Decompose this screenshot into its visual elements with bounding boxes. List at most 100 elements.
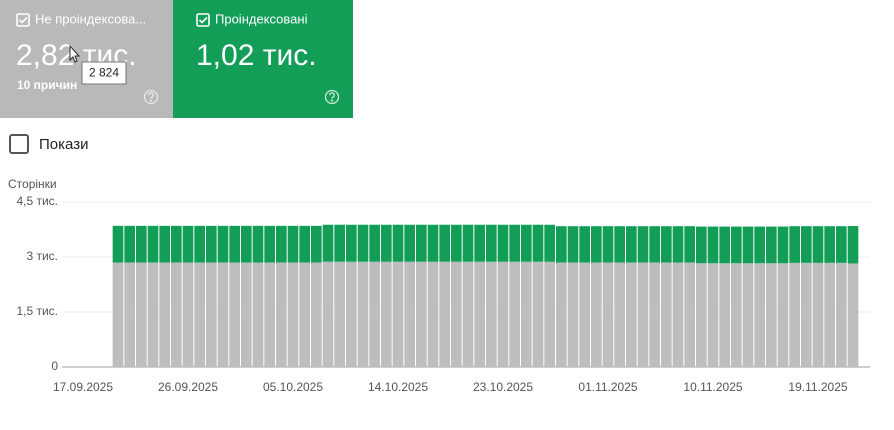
- bar-segment: [602, 262, 614, 367]
- bar-segment: [311, 262, 322, 367]
- bar-segment: [346, 261, 357, 367]
- bar-segment: [322, 261, 334, 367]
- card-sub: 10 причин: [17, 78, 77, 92]
- bar-segment: [579, 226, 590, 263]
- bar-segment: [439, 224, 450, 262]
- bar-segment: [637, 262, 649, 367]
- bar-segment: [614, 226, 625, 263]
- bar-segment: [766, 263, 777, 367]
- bar-segment: [754, 226, 765, 264]
- bar-segment: [439, 261, 450, 367]
- bar-segment: [567, 226, 579, 263]
- bar-segment: [696, 263, 707, 367]
- bar-segment: [206, 225, 217, 263]
- bar-segment: [544, 261, 555, 367]
- bar-segment: [264, 225, 275, 263]
- bar-segment: [719, 226, 730, 264]
- bar-segment: [707, 226, 719, 264]
- bar-segment: [742, 263, 754, 367]
- x-tick-label: 05.10.2025: [263, 380, 323, 394]
- bar-segment: [276, 262, 287, 367]
- bar-segment: [824, 262, 835, 367]
- y-axis-label: Сторінки: [8, 177, 57, 191]
- bar-segment: [241, 262, 252, 367]
- x-tick-label: 01.11.2025: [578, 380, 637, 394]
- bar-segment: [497, 261, 509, 367]
- bar-segment: [521, 261, 532, 367]
- toggle-label[interactable]: Покази: [39, 136, 88, 153]
- bar-segment: [626, 262, 637, 367]
- bar-segment: [637, 226, 649, 263]
- bar-segment: [591, 262, 602, 367]
- y-tick-label: 0: [51, 359, 58, 373]
- bar-segment: [229, 262, 240, 367]
- bar-segment: [462, 224, 474, 262]
- bar-segment: [427, 224, 439, 262]
- bar-segment: [789, 226, 800, 263]
- bar-segment: [474, 224, 485, 262]
- bar-segment: [836, 226, 847, 263]
- bar-segment: [334, 224, 345, 262]
- bar-segment: [742, 226, 754, 264]
- bar-segment: [159, 262, 170, 367]
- bar-segment: [311, 225, 322, 263]
- bar-segment: [812, 262, 824, 367]
- bar-segment: [369, 261, 380, 367]
- bar-segment: [462, 261, 474, 367]
- bar-segment: [486, 261, 497, 367]
- cursor: [69, 44, 81, 63]
- bar-segment: [847, 263, 859, 367]
- bar-segment: [824, 226, 835, 263]
- bar-segment: [112, 262, 124, 367]
- bar-segment: [404, 224, 415, 262]
- bar-segment: [124, 225, 135, 263]
- bar-segment: [147, 225, 159, 263]
- bar-segment: [626, 226, 637, 263]
- bar-segment: [264, 262, 275, 367]
- tooltip: [81, 61, 127, 85]
- bar-segment: [707, 263, 719, 367]
- bar-segment: [241, 225, 252, 263]
- bar-segment: [229, 225, 240, 263]
- y-tick-label: 4,5 тис.: [16, 194, 58, 208]
- x-tick-label: 14.10.2025: [368, 380, 428, 394]
- bar-segment: [801, 262, 812, 367]
- checkbox[interactable]: [9, 134, 29, 154]
- bar-segment: [556, 226, 567, 263]
- bar-segment: [322, 224, 334, 262]
- tooltip-text: 2 824: [89, 66, 119, 80]
- help-icon[interactable]: [324, 89, 340, 105]
- bar-segment: [357, 224, 369, 262]
- bar-segment: [532, 224, 544, 262]
- bar-segment: [392, 261, 404, 367]
- card-label: Не проіндексова...: [35, 11, 146, 26]
- bar-segment: [427, 261, 439, 367]
- bar-segment: [649, 262, 660, 367]
- bar-segment: [147, 262, 159, 367]
- bar-segment: [777, 263, 789, 367]
- bar-segment: [602, 226, 614, 263]
- bar-segment: [509, 224, 520, 262]
- bar-segment: [416, 261, 427, 367]
- card-indexed[interactable]: [173, 0, 353, 118]
- bar-segment: [392, 224, 404, 262]
- bar-segment: [416, 224, 427, 262]
- bar-segment: [287, 225, 299, 263]
- bar-segment: [789, 262, 800, 367]
- bar-segment: [579, 262, 590, 367]
- bar-segment: [672, 262, 684, 367]
- bar-segment: [731, 263, 742, 367]
- bar-segment: [801, 226, 812, 263]
- card-value: 1,02 тис.: [196, 39, 317, 72]
- checkbox-icon: [16, 13, 210, 27]
- bar-segment: [124, 262, 135, 367]
- bar-segment: [672, 226, 684, 263]
- bar-segment: [497, 224, 509, 262]
- bar-segment: [474, 261, 485, 367]
- bar-segment: [404, 261, 415, 367]
- bar-segment: [299, 225, 310, 263]
- bar-segment: [451, 261, 462, 367]
- bar-segment: [521, 224, 532, 262]
- help-icon[interactable]: [143, 89, 159, 105]
